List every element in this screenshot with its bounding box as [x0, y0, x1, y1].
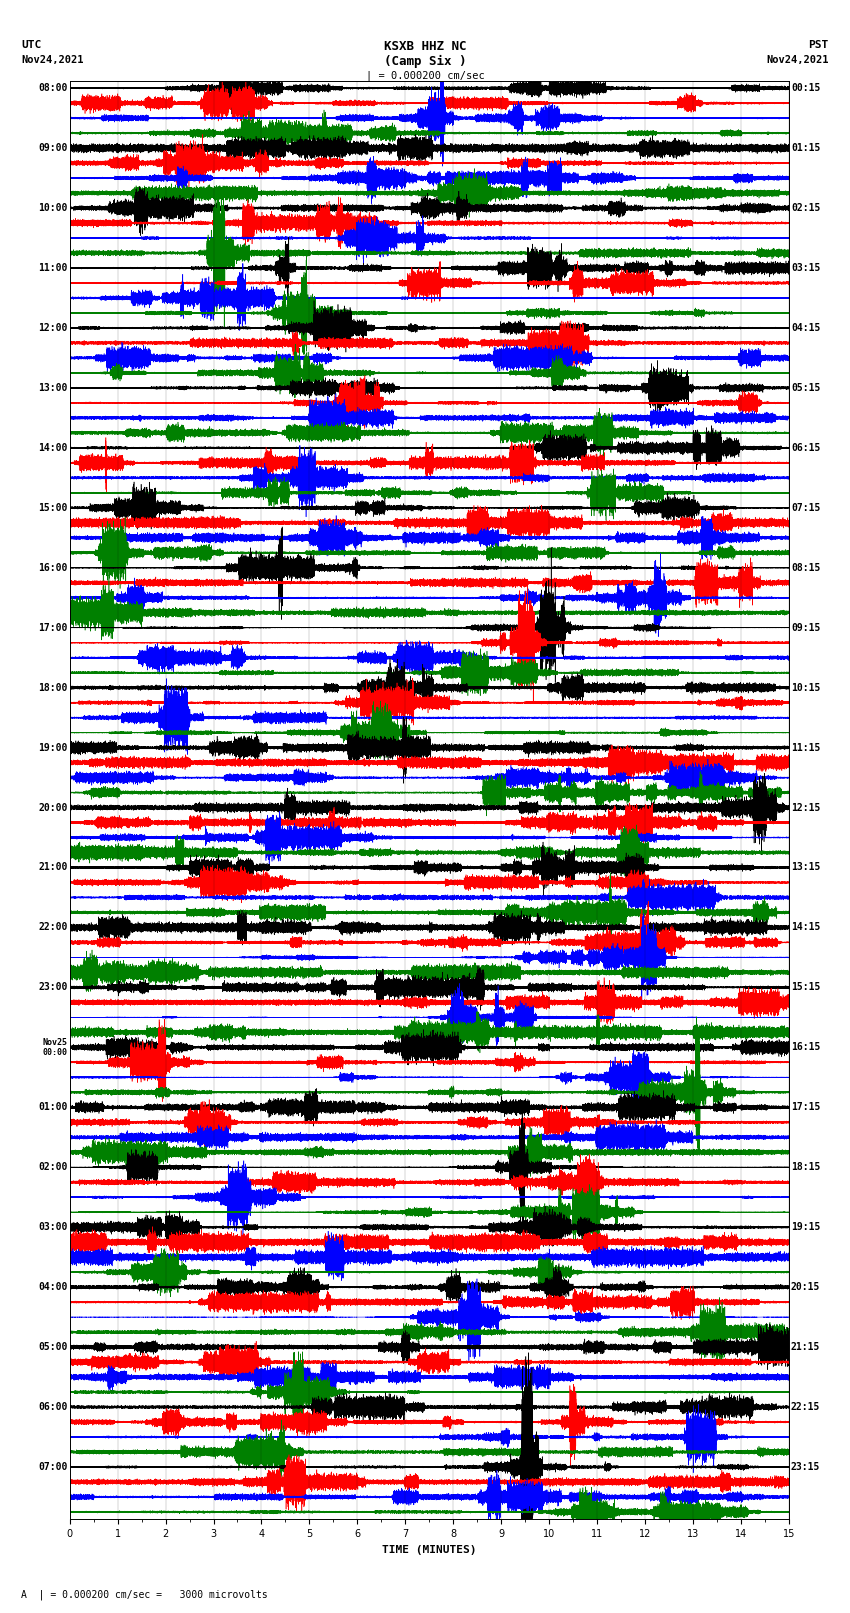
Text: 22:00: 22:00 [38, 923, 67, 932]
Text: 13:15: 13:15 [791, 863, 820, 873]
Text: 04:15: 04:15 [791, 323, 820, 332]
Text: 17:00: 17:00 [38, 623, 67, 632]
Text: 06:15: 06:15 [791, 444, 820, 453]
Text: 23:15: 23:15 [791, 1461, 820, 1473]
Text: 01:00: 01:00 [38, 1102, 67, 1113]
Text: 15:15: 15:15 [791, 982, 820, 992]
Text: 14:15: 14:15 [791, 923, 820, 932]
Text: 20:00: 20:00 [38, 803, 67, 813]
Text: Nov24,2021: Nov24,2021 [766, 55, 829, 65]
Text: 04:00: 04:00 [38, 1282, 67, 1292]
Text: 02:00: 02:00 [38, 1163, 67, 1173]
Text: 05:15: 05:15 [791, 382, 820, 394]
Text: 20:15: 20:15 [791, 1282, 820, 1292]
Text: 18:15: 18:15 [791, 1163, 820, 1173]
Text: 08:00: 08:00 [38, 84, 67, 94]
Text: 03:15: 03:15 [791, 263, 820, 273]
Text: 21:00: 21:00 [38, 863, 67, 873]
Text: 06:00: 06:00 [38, 1402, 67, 1411]
Text: 00:15: 00:15 [791, 84, 820, 94]
Text: 12:15: 12:15 [791, 803, 820, 813]
Text: 01:15: 01:15 [791, 144, 820, 153]
Text: Nov25
00:00: Nov25 00:00 [42, 1037, 67, 1057]
Text: A  | = 0.000200 cm/sec =   3000 microvolts: A | = 0.000200 cm/sec = 3000 microvolts [21, 1589, 268, 1600]
Text: 15:00: 15:00 [38, 503, 67, 513]
Text: 18:00: 18:00 [38, 682, 67, 692]
Text: 22:15: 22:15 [791, 1402, 820, 1411]
Text: 10:00: 10:00 [38, 203, 67, 213]
Text: 19:00: 19:00 [38, 742, 67, 753]
Text: PST: PST [808, 40, 829, 50]
Text: 11:15: 11:15 [791, 742, 820, 753]
Text: 13:00: 13:00 [38, 382, 67, 394]
X-axis label: TIME (MINUTES): TIME (MINUTES) [382, 1545, 477, 1555]
Text: 16:15: 16:15 [791, 1042, 820, 1052]
Text: (Camp Six ): (Camp Six ) [383, 55, 467, 68]
Text: 10:15: 10:15 [791, 682, 820, 692]
Text: 09:15: 09:15 [791, 623, 820, 632]
Text: 23:00: 23:00 [38, 982, 67, 992]
Text: 17:15: 17:15 [791, 1102, 820, 1113]
Text: 02:15: 02:15 [791, 203, 820, 213]
Text: 03:00: 03:00 [38, 1223, 67, 1232]
Text: 07:00: 07:00 [38, 1461, 67, 1473]
Text: 11:00: 11:00 [38, 263, 67, 273]
Text: UTC: UTC [21, 40, 42, 50]
Text: 16:00: 16:00 [38, 563, 67, 573]
Text: Nov24,2021: Nov24,2021 [21, 55, 84, 65]
Text: 09:00: 09:00 [38, 144, 67, 153]
Text: 21:15: 21:15 [791, 1342, 820, 1352]
Text: | = 0.000200 cm/sec: | = 0.000200 cm/sec [366, 71, 484, 82]
Text: 08:15: 08:15 [791, 563, 820, 573]
Text: 05:00: 05:00 [38, 1342, 67, 1352]
Text: 19:15: 19:15 [791, 1223, 820, 1232]
Text: 12:00: 12:00 [38, 323, 67, 332]
Text: 07:15: 07:15 [791, 503, 820, 513]
Text: 14:00: 14:00 [38, 444, 67, 453]
Text: KSXB HHZ NC: KSXB HHZ NC [383, 40, 467, 53]
